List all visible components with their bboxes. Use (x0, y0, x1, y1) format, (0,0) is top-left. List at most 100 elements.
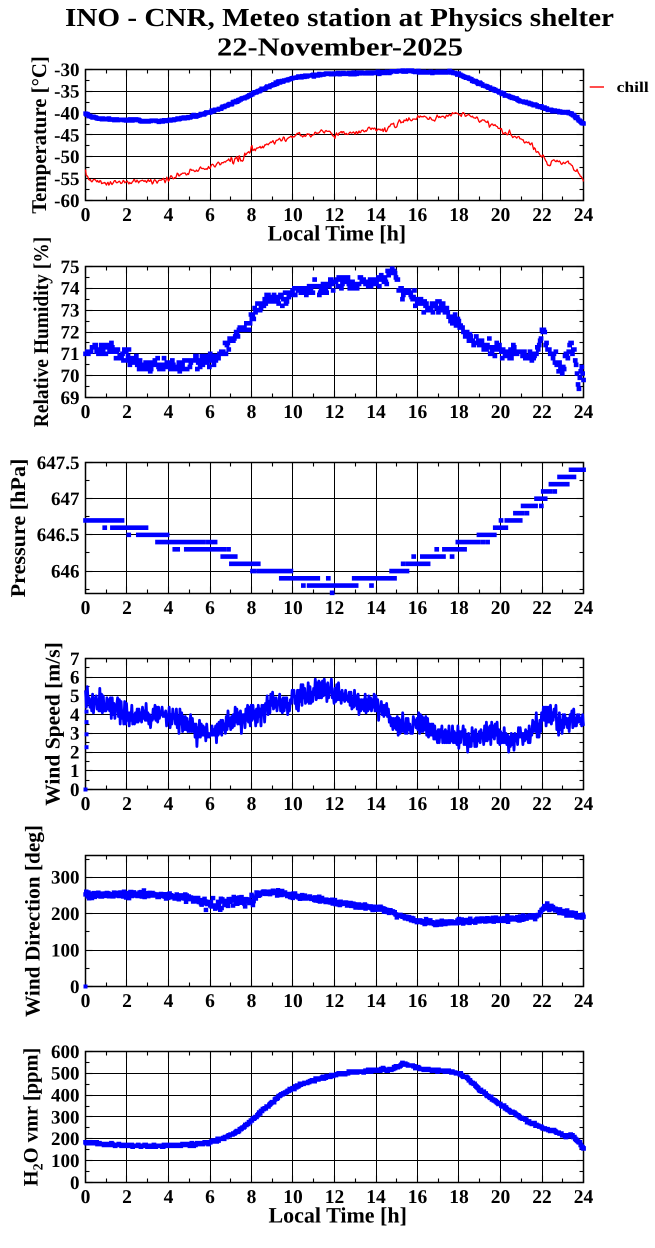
svg-text:12: 12 (325, 794, 345, 815)
svg-text:24: 24 (574, 1187, 594, 1208)
svg-text:600: 600 (51, 1042, 80, 1063)
svg-text:6: 6 (205, 598, 215, 619)
svg-text:-50: -50 (54, 147, 79, 168)
svg-text:22: 22 (532, 1187, 552, 1208)
svg-text:0: 0 (81, 794, 91, 815)
svg-text:2: 2 (70, 742, 80, 763)
svg-text:4: 4 (70, 705, 80, 726)
svg-text:6: 6 (205, 794, 215, 815)
svg-text:69: 69 (61, 388, 80, 409)
svg-text:chill: chill (617, 80, 649, 96)
svg-text:-35: -35 (54, 82, 79, 103)
svg-text:16: 16 (408, 991, 428, 1012)
svg-text:6: 6 (70, 668, 80, 689)
svg-text:10: 10 (283, 1187, 303, 1208)
svg-text:4: 4 (164, 598, 174, 619)
svg-text:6: 6 (205, 205, 215, 226)
svg-text:20: 20 (491, 794, 511, 815)
svg-text:0: 0 (81, 598, 91, 619)
svg-text:2: 2 (122, 1187, 132, 1208)
svg-text:0: 0 (70, 1173, 80, 1194)
svg-text:16: 16 (408, 794, 428, 815)
svg-text:24: 24 (574, 402, 594, 423)
svg-text:24: 24 (574, 205, 594, 226)
svg-text:10: 10 (283, 794, 303, 815)
svg-text:72: 72 (61, 322, 80, 343)
svg-text:1: 1 (70, 761, 80, 782)
svg-text:14: 14 (366, 205, 386, 226)
svg-text:Local Time [h]: Local Time [h] (268, 221, 407, 246)
svg-text:12: 12 (325, 402, 345, 423)
svg-text:10: 10 (283, 991, 303, 1012)
svg-text:-60: -60 (54, 191, 79, 212)
svg-text:Wind Speed [m/s]: Wind Speed [m/s] (41, 642, 65, 806)
svg-text:Temperature [°C]: Temperature [°C] (27, 56, 51, 214)
svg-text:4: 4 (164, 1187, 174, 1208)
svg-text:6: 6 (205, 402, 215, 423)
svg-text:8: 8 (247, 1187, 257, 1208)
svg-text:22: 22 (532, 598, 552, 619)
svg-text:2: 2 (122, 598, 132, 619)
svg-text:-55: -55 (54, 169, 79, 190)
svg-text:16: 16 (408, 598, 428, 619)
svg-text:3: 3 (70, 724, 80, 745)
svg-text:14: 14 (366, 991, 386, 1012)
svg-text:8: 8 (247, 794, 257, 815)
svg-text:22: 22 (532, 402, 552, 423)
svg-text:16: 16 (408, 1187, 428, 1208)
svg-text:2: 2 (122, 402, 132, 423)
svg-text:0: 0 (70, 977, 80, 998)
svg-text:0: 0 (81, 991, 91, 1012)
svg-text:8: 8 (247, 402, 257, 423)
svg-text:4: 4 (164, 991, 174, 1012)
svg-text:12: 12 (325, 598, 345, 619)
svg-text:70: 70 (61, 366, 80, 387)
svg-text:4: 4 (164, 794, 174, 815)
svg-text:18: 18 (449, 598, 469, 619)
svg-text:20: 20 (491, 991, 511, 1012)
svg-text:18: 18 (449, 991, 469, 1012)
svg-text:200: 200 (51, 904, 80, 925)
svg-text:300: 300 (51, 868, 80, 889)
svg-text:646.5: 646.5 (37, 525, 80, 546)
svg-text:400: 400 (51, 1085, 80, 1106)
svg-text:300: 300 (51, 1107, 80, 1128)
svg-text:200: 200 (51, 1129, 80, 1150)
svg-text:5: 5 (70, 686, 80, 707)
svg-text:500: 500 (51, 1064, 80, 1085)
svg-text:14: 14 (366, 794, 386, 815)
svg-text:18: 18 (449, 205, 469, 226)
svg-text:12: 12 (325, 991, 345, 1012)
svg-text:20: 20 (491, 598, 511, 619)
svg-text:75: 75 (61, 257, 80, 278)
svg-text:0: 0 (81, 205, 91, 226)
svg-text:18: 18 (449, 402, 469, 423)
svg-text:6: 6 (205, 991, 215, 1012)
svg-text:12: 12 (325, 205, 345, 226)
svg-text:2: 2 (122, 205, 132, 226)
svg-text:18: 18 (449, 1187, 469, 1208)
svg-text:20: 20 (491, 1187, 511, 1208)
svg-text:16: 16 (408, 205, 428, 226)
svg-text:14: 14 (366, 1187, 386, 1208)
svg-text:7: 7 (70, 649, 80, 670)
svg-text:-30: -30 (54, 60, 79, 81)
svg-text:INO - CNR, Meteo station at Ph: INO - CNR, Meteo station at Physics shel… (65, 3, 614, 32)
svg-text:0: 0 (70, 780, 80, 801)
svg-text:22: 22 (532, 991, 552, 1012)
svg-text:6: 6 (205, 1187, 215, 1208)
svg-text:8: 8 (247, 598, 257, 619)
svg-text:Relative Humidity [%]: Relative Humidity [%] (29, 237, 53, 427)
svg-text:647.5: 647.5 (37, 453, 80, 474)
svg-text:Wind Direction [deg]: Wind Direction [deg] (21, 825, 45, 1017)
svg-text:14: 14 (366, 598, 386, 619)
svg-text:22-November-2025: 22-November-2025 (217, 33, 463, 62)
svg-text:4: 4 (164, 402, 174, 423)
svg-text:-45: -45 (54, 125, 79, 146)
svg-text:18: 18 (449, 794, 469, 815)
svg-text:71: 71 (61, 344, 80, 365)
svg-text:H2O vmr [ppm]: H2O vmr [ppm] (21, 1048, 47, 1187)
svg-text:10: 10 (283, 402, 303, 423)
svg-text:646: 646 (51, 561, 80, 582)
svg-text:24: 24 (574, 598, 594, 619)
